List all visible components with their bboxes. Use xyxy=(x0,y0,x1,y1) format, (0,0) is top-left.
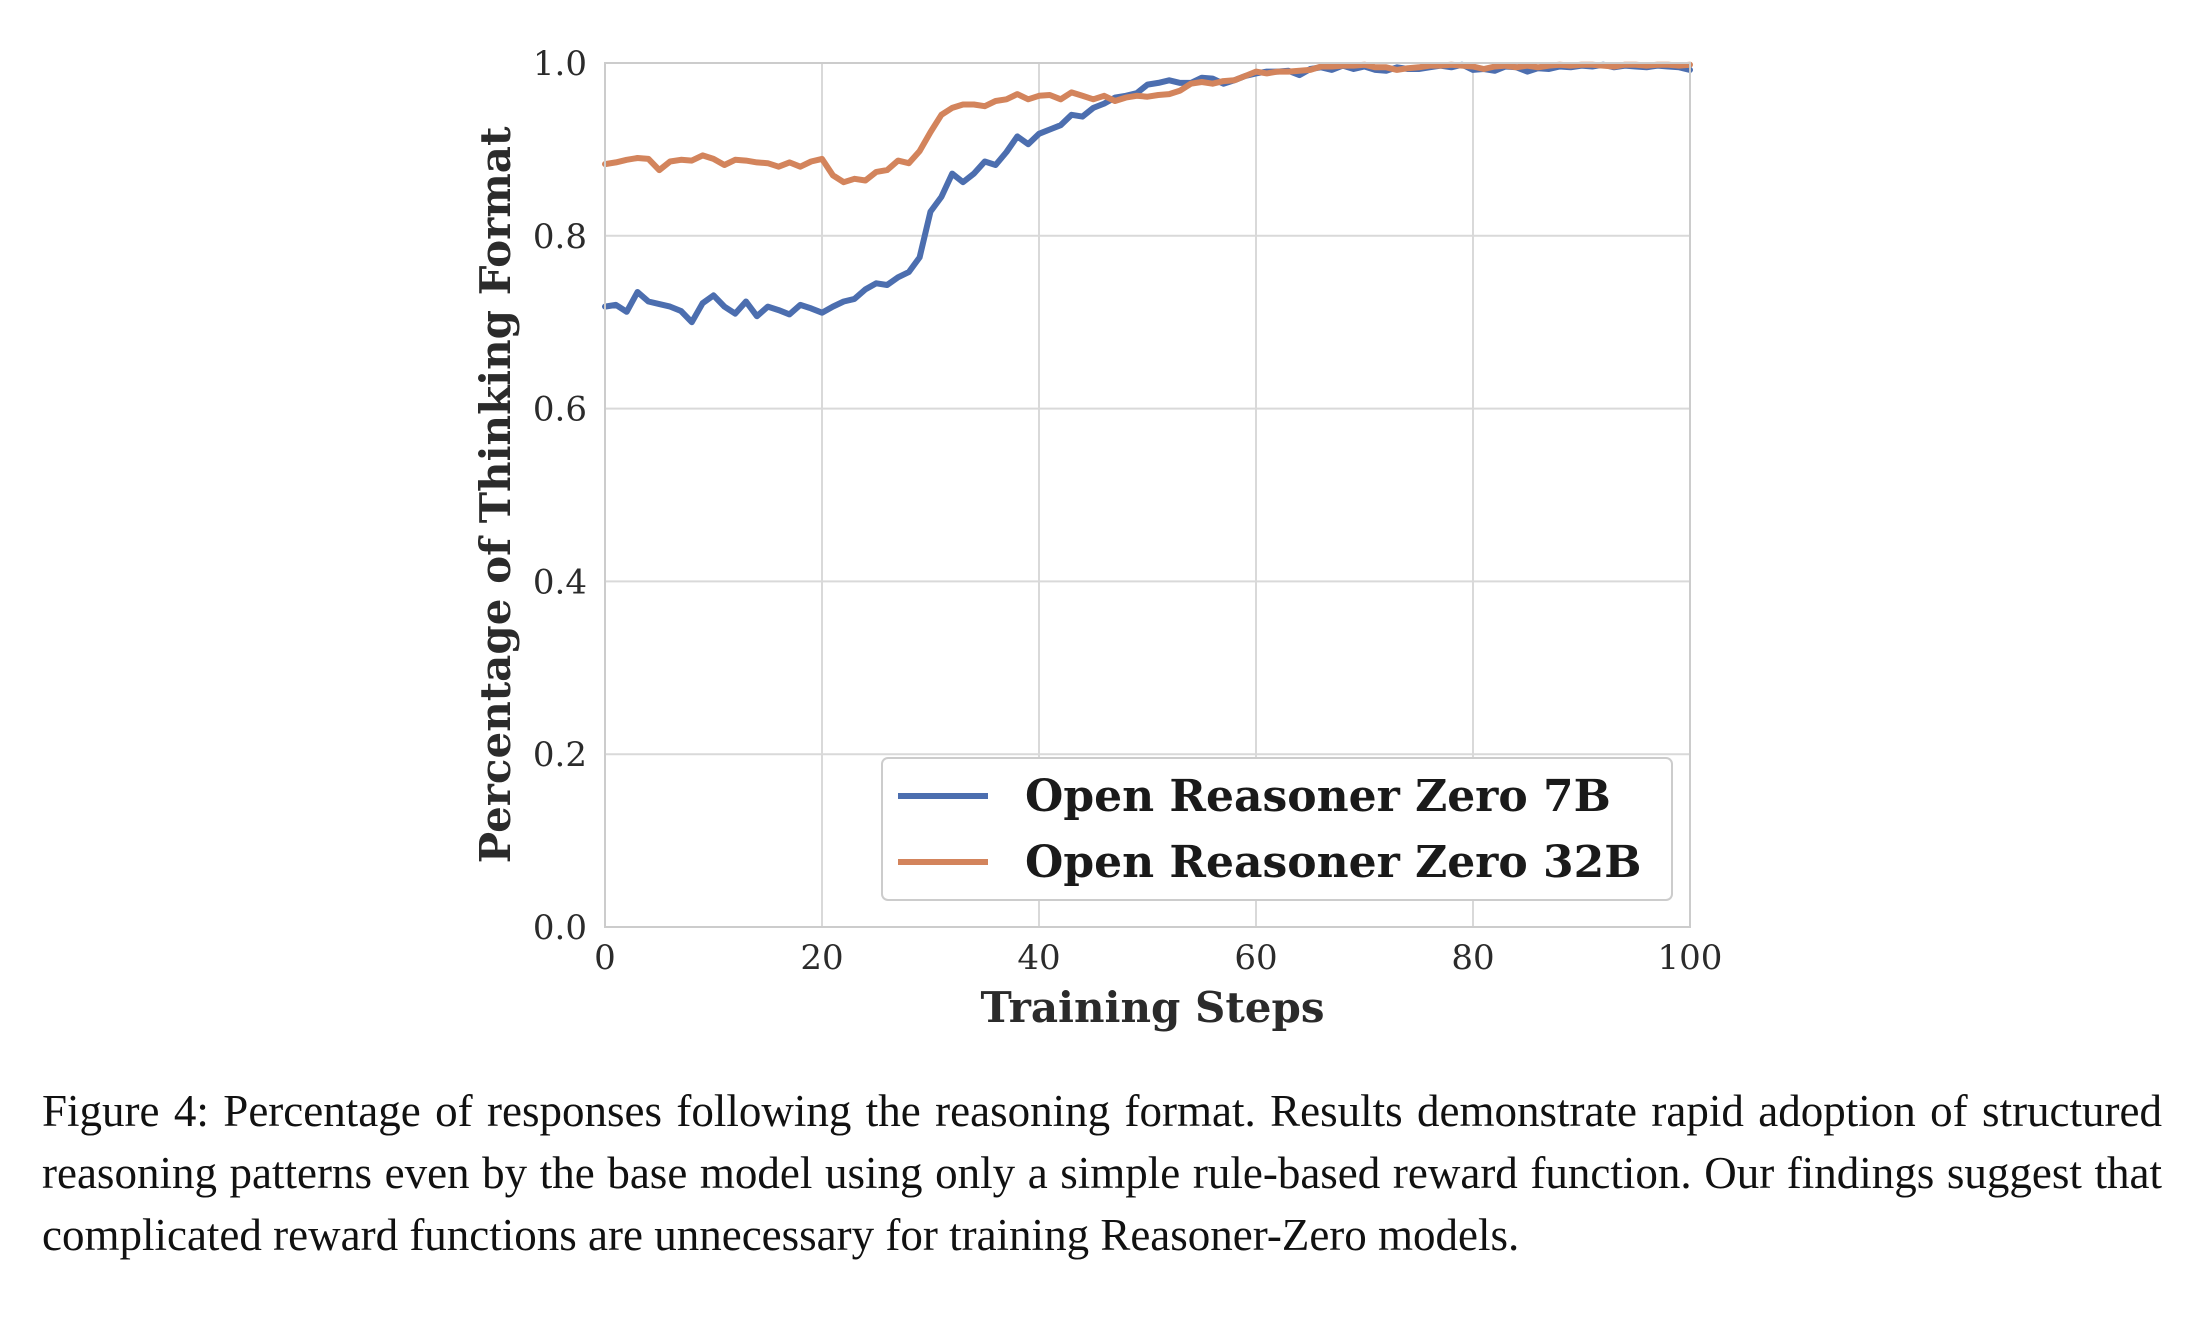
series-line-0 xyxy=(602,61,1693,326)
x-tick-label: 80 xyxy=(1451,938,1494,978)
series-line-1 xyxy=(602,61,1693,186)
series-lines xyxy=(602,61,1693,326)
x-tick-label: 60 xyxy=(1234,938,1277,978)
y-axis-label: Percentage of Thinking Format xyxy=(471,126,520,863)
figure-caption: Figure 4: Percentage of responses follow… xyxy=(42,1086,2162,1260)
y-tick-label: 1.0 xyxy=(533,44,587,84)
y-tick-label: 0.8 xyxy=(533,217,587,257)
x-axis-label: Training Steps xyxy=(981,983,1325,1032)
y-tick-label: 0.2 xyxy=(533,735,587,775)
x-tick-label: 100 xyxy=(1658,938,1723,978)
x-tick-label: 40 xyxy=(1017,938,1060,978)
x-tick-label: 20 xyxy=(800,938,843,978)
y-tick-label: 0.6 xyxy=(533,390,587,430)
legend-label-32b: Open Reasoner Zero 32B xyxy=(1025,837,1641,888)
legend-box xyxy=(881,757,1673,901)
plot-frame xyxy=(604,62,1691,928)
tick-labels: 0 20 40 60 80 100 0.0 0.2 0.4 0.6 0.8 1.0 xyxy=(533,44,1723,978)
y-tick-label: 0.0 xyxy=(533,908,587,948)
legend-label-7b: Open Reasoner Zero 7B xyxy=(1025,771,1611,822)
legend: Open Reasoner Zero 7B Open Reasoner Zero… xyxy=(881,757,1673,901)
x-tick-label: 0 xyxy=(594,938,616,978)
y-tick-label: 0.4 xyxy=(533,562,587,602)
